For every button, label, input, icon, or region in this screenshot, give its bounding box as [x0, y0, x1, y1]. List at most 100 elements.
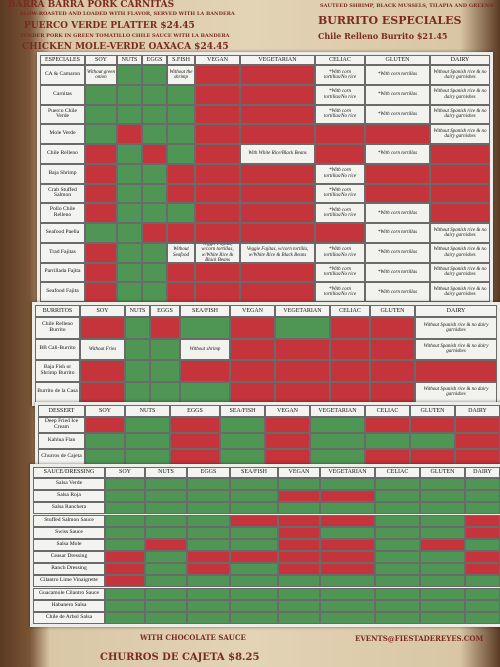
allergen-cell [180, 360, 230, 382]
allergen-cell [365, 433, 410, 449]
column-header: DAIRY [430, 55, 490, 65]
cell-note: Without Spanish rice & no dairy garnishe… [430, 124, 490, 144]
row-label: BB Cali-Burrito [35, 338, 80, 360]
allergen-cell [230, 360, 275, 382]
cell-note: *With corn tortillas/No rice [315, 163, 365, 184]
column-header: DAIRY [415, 305, 497, 317]
allergen-cell [125, 417, 170, 433]
allergen-cell [240, 223, 315, 243]
allergen-cell [420, 611, 465, 624]
allergen-cell [240, 183, 315, 204]
allergen-cell [220, 449, 265, 465]
allergen-cell [105, 514, 145, 527]
allergen-cell [230, 490, 278, 503]
allergen-cell [85, 282, 117, 302]
row-label: Kahlua Flan [38, 433, 85, 449]
cell-note: *With corn tortillas/No rice [315, 242, 365, 263]
allergen-cell [465, 587, 500, 600]
cell-note: Veggie Fajitas, w/corn tortillas, w/Whit… [195, 242, 240, 263]
allergen-cell [278, 551, 320, 564]
allergen-cell [330, 338, 370, 360]
allergen-cell [142, 104, 167, 125]
allergen-cell [230, 611, 278, 624]
allergen-cell [105, 611, 145, 624]
column-header: VEGAN [278, 467, 320, 478]
allergen-cell [167, 223, 195, 243]
allergen-cell [320, 526, 375, 539]
column-header: VEGAN [195, 55, 240, 65]
allergen-cell [187, 514, 230, 527]
allergen-cell [420, 514, 465, 527]
allergen-cell [187, 490, 230, 503]
allergen-cell [117, 163, 142, 184]
allergen-cell [230, 587, 278, 600]
column-header: VEGETARIAN [320, 467, 375, 478]
allergen-cell [142, 144, 167, 164]
column-header: VEGETARIAN [310, 405, 365, 417]
allergen-cell [430, 203, 490, 223]
allergen-cell [375, 599, 420, 612]
row-label: Salsa Ranchera [33, 502, 105, 515]
row-label: Cilantro Lime Vinaigrette [33, 575, 105, 588]
allergen-cell [117, 223, 142, 243]
allergen-cell [230, 526, 278, 539]
allergen-cell [310, 433, 365, 449]
allergen-cell [320, 490, 375, 503]
row-label: Chile Relleno Burrito [35, 317, 80, 339]
allergen-cell [315, 144, 365, 164]
cell-note: Without the shrimp [167, 65, 195, 85]
allergen-cell [375, 490, 420, 503]
allergen-cell [105, 563, 145, 576]
allergen-cell [420, 599, 465, 612]
row-label: Deep Fried Ice Cream [38, 417, 85, 433]
cell-note: *With corn tortillas/No rice [315, 104, 365, 125]
allergen-cell [167, 282, 195, 302]
cell-note: Without shrimp [180, 338, 230, 360]
allergen-cell [145, 611, 187, 624]
cell-note: *With corn tortillas [365, 203, 430, 223]
allergen-cell [167, 124, 195, 144]
allergen-cell [265, 449, 310, 465]
allergen-cell [105, 575, 145, 588]
allergen-cell [465, 502, 500, 515]
allergen-cell [195, 262, 240, 283]
allergen-cell [230, 575, 278, 588]
allergen-cell [375, 478, 420, 491]
allergen-cell [375, 538, 420, 551]
allergen-cell [278, 538, 320, 551]
allergen-cell [85, 417, 125, 433]
menu-text: WITH CHOCOLATE SAUCE [140, 633, 246, 642]
allergen-cell [195, 124, 240, 144]
allergen-cell [142, 183, 167, 204]
column-header: ESPECIALES [40, 55, 85, 65]
column-header: DAIRY [465, 467, 500, 478]
menu-text: Chile Relleno Burrito $21.45 [318, 31, 448, 41]
cell-note: *With corn tortillas/No rice [315, 262, 365, 283]
allergen-cell [145, 514, 187, 527]
allergen-cell [167, 144, 195, 164]
allergen-cell [240, 282, 315, 302]
allergen-cell [85, 84, 117, 105]
allergen-cell [410, 417, 455, 433]
allergen-cell [142, 203, 167, 223]
allergen-cell [195, 282, 240, 302]
allergen-cell [85, 203, 117, 223]
cell-note: Without Spanish rice & no dairy garnishe… [430, 262, 490, 283]
column-header: DAIRY [455, 405, 500, 417]
allergen-cell [320, 563, 375, 576]
allergen-cell [187, 538, 230, 551]
row-label: Mole Verde [40, 124, 85, 144]
column-header: NUTS [117, 55, 142, 65]
column-header: NUTS [125, 305, 150, 317]
allergen-cell [230, 317, 275, 339]
row-label: Chile Relleno [40, 144, 85, 164]
column-header: SAUCE/DRESSING [33, 467, 105, 478]
allergen-cell [465, 575, 500, 588]
allergen-cell [240, 65, 315, 85]
allergen-cell [420, 490, 465, 503]
allergen-cell [370, 381, 415, 403]
allergen-cell [85, 242, 117, 263]
allergen-cell [142, 282, 167, 302]
allergen-cell [142, 163, 167, 184]
cell-note: Without Spanish rice & no dairy garnishe… [430, 223, 490, 243]
